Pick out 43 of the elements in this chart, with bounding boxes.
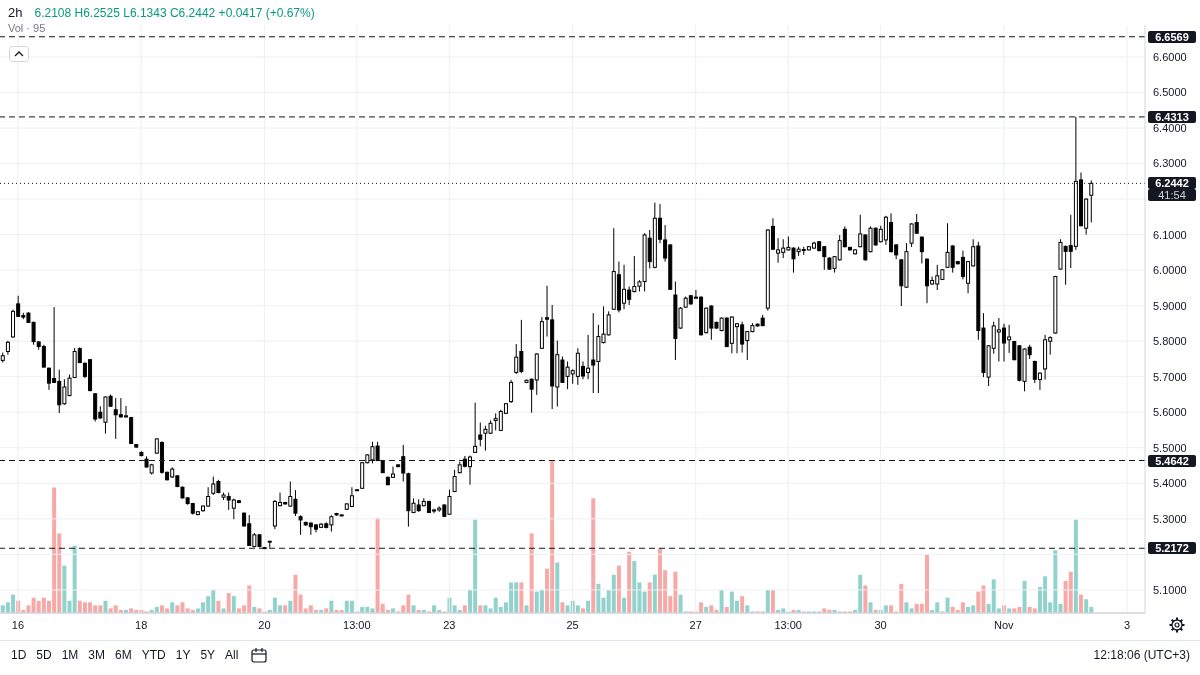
x-tick-label: 23: [443, 618, 456, 631]
ref-line-label: 6.6569: [1148, 30, 1196, 43]
ref-line-label: 6.4313: [1148, 110, 1196, 123]
x-tick-label: 13:00: [343, 618, 371, 631]
y-tick-label: 5.9000: [1153, 299, 1187, 312]
x-tick-label: 3: [1123, 618, 1131, 631]
y-tick-label: 6.6000: [1153, 50, 1187, 63]
text: 5D: [36, 648, 52, 662]
text: 6.2108 H6.2525 L6.1343 C6.2442 +0.0417 (+0.67%): [34, 6, 315, 20]
x-tick-label: Nov: [994, 618, 1015, 631]
y-tick-label: 6.1000: [1153, 228, 1187, 241]
text: 41:54: [1148, 189, 1196, 202]
y-tick-label: 5.8000: [1153, 335, 1187, 348]
text: 3M: [88, 648, 106, 662]
text: 1M: [61, 648, 79, 662]
y-tick-label: 5.7000: [1153, 370, 1187, 383]
y-tick-label: 5.5000: [1153, 441, 1187, 454]
y-tick-label: 5.1000: [1153, 583, 1187, 596]
y-tick-label: 5.6000: [1153, 406, 1187, 419]
ref-line-label: 6.2442: [1148, 177, 1196, 190]
chart-title: 2h: [8, 5, 23, 20]
y-tick-label: 5.4000: [1153, 477, 1187, 490]
text: 5Y: [200, 648, 216, 662]
y-tick-label: 6.0000: [1153, 264, 1187, 277]
text: 1Y: [175, 648, 191, 662]
x-tick-label: 18: [135, 618, 148, 631]
x-tick-label: 16: [11, 618, 25, 631]
x-tick-label: 27: [689, 618, 702, 631]
y-tick-label: 5.3000: [1153, 512, 1187, 525]
x-tick-label: 25: [566, 618, 579, 631]
y-tick-label: 6.5000: [1153, 86, 1187, 99]
text: 12:18:06 (UTC+3): [1093, 648, 1190, 662]
x-tick-label: 30: [874, 618, 887, 631]
text: YTD: [141, 648, 166, 662]
text: 1D: [11, 648, 27, 662]
x-tick-label: 13:00: [774, 618, 802, 631]
x-tick-label: 20: [258, 618, 271, 631]
y-tick-label: 6.3000: [1153, 157, 1187, 170]
y-tick-label: 6.4000: [1153, 121, 1187, 134]
ref-line-label: 5.4642: [1148, 454, 1196, 467]
text: All: [225, 648, 239, 662]
ref-line-label: 5.2172: [1148, 542, 1196, 555]
text: 6M: [115, 648, 132, 662]
